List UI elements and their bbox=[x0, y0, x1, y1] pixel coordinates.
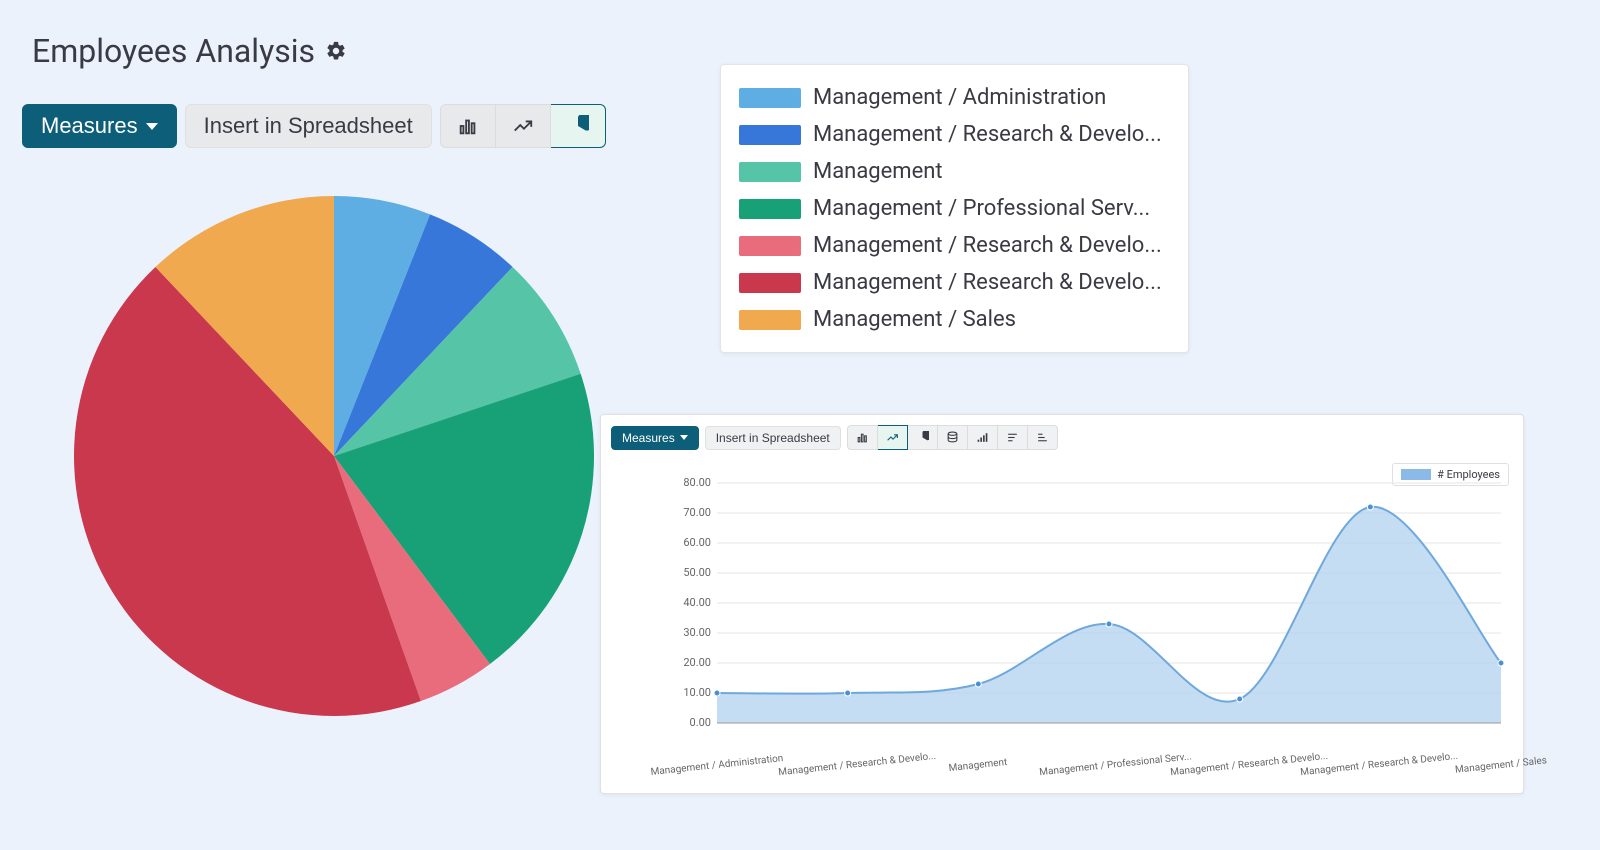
gear-icon[interactable] bbox=[325, 40, 347, 62]
sort-asc-icon bbox=[1036, 431, 1049, 444]
insert-label: Insert in Spreadsheet bbox=[204, 115, 413, 137]
view-bar-button[interactable] bbox=[440, 104, 496, 148]
measures-button[interactable]: Measures bbox=[22, 104, 177, 148]
toolbar-mini: Measures Insert in Spreadsheet bbox=[611, 425, 1058, 450]
legend-swatch bbox=[739, 162, 801, 182]
mini-insert-button[interactable]: Insert in Spreadsheet bbox=[705, 426, 841, 450]
data-point[interactable] bbox=[1367, 504, 1373, 510]
mini-line-button[interactable] bbox=[878, 425, 908, 450]
y-tick-label: 60.00 bbox=[671, 536, 711, 549]
data-point[interactable] bbox=[845, 690, 851, 696]
pie-chart-icon bbox=[916, 431, 929, 444]
database-icon bbox=[946, 431, 959, 444]
legend-label: Management / Administration bbox=[813, 85, 1106, 110]
legend-label: Management / Sales bbox=[813, 307, 1016, 332]
mini-stack-button[interactable] bbox=[938, 425, 968, 450]
legend-swatch bbox=[739, 236, 801, 256]
mini-pie-button[interactable] bbox=[908, 425, 938, 450]
legend-label: Management / Professional Serv... bbox=[813, 196, 1150, 221]
page-title: Employees Analysis bbox=[32, 32, 347, 70]
data-point[interactable] bbox=[714, 690, 720, 696]
chevron-down-icon bbox=[146, 123, 158, 130]
area-fill bbox=[717, 507, 1501, 723]
legend-swatch bbox=[739, 125, 801, 145]
y-tick-label: 10.00 bbox=[671, 686, 711, 699]
x-tick-label: Management / Administration bbox=[647, 753, 787, 779]
y-tick-label: 80.00 bbox=[671, 476, 711, 489]
data-point[interactable] bbox=[1498, 660, 1504, 666]
y-tick-label: 50.00 bbox=[671, 566, 711, 579]
legend-item[interactable]: Management / Sales bbox=[739, 301, 1162, 338]
line-chart-icon bbox=[512, 115, 534, 137]
bar-chart-icon bbox=[457, 115, 479, 137]
pie-legend: Management / Administration Management / … bbox=[720, 64, 1189, 353]
signal-icon bbox=[976, 431, 989, 444]
mini-insert-label: Insert in Spreadsheet bbox=[716, 432, 830, 444]
legend-item[interactable]: Management / Research & Develo... bbox=[739, 116, 1162, 153]
y-tick-label: 0.00 bbox=[671, 716, 711, 729]
mini-signal-button[interactable] bbox=[968, 425, 998, 450]
legend-item[interactable]: Management / Professional Serv... bbox=[739, 190, 1162, 227]
x-tick-label: Management / Professional Serv... bbox=[1039, 753, 1179, 779]
toolbar-main: Measures Insert in Spreadsheet bbox=[22, 104, 606, 148]
y-tick-label: 40.00 bbox=[671, 596, 711, 609]
measures-label: Measures bbox=[41, 115, 138, 137]
mini-sort-asc-button[interactable] bbox=[1028, 425, 1058, 450]
data-point[interactable] bbox=[1106, 621, 1112, 627]
line-chart-panel: Measures Insert in Spreadsheet bbox=[600, 414, 1524, 794]
pie-chart-icon bbox=[567, 115, 589, 137]
area-chart: 0.00 10.00 20.00 30.00 40.00 50.00 60.00 70.00 8… bbox=[671, 473, 1511, 743]
y-tick-label: 30.00 bbox=[671, 626, 711, 639]
data-point[interactable] bbox=[975, 681, 981, 687]
legend-item[interactable]: Management / Research & Develo... bbox=[739, 227, 1162, 264]
legend-swatch bbox=[739, 273, 801, 293]
mini-measures-button[interactable]: Measures bbox=[611, 426, 699, 450]
legend-swatch bbox=[739, 88, 801, 108]
legend-label: Management / Research & Develo... bbox=[813, 233, 1162, 258]
line-chart-icon bbox=[886, 431, 899, 444]
pie-chart bbox=[74, 196, 594, 720]
legend-label: Management bbox=[813, 159, 943, 184]
y-tick-label: 70.00 bbox=[671, 506, 711, 519]
mini-bar-button[interactable] bbox=[847, 425, 878, 450]
legend-label: Management / Research & Develo... bbox=[813, 122, 1162, 147]
data-point[interactable] bbox=[1237, 696, 1243, 702]
bar-chart-icon bbox=[856, 431, 869, 444]
mini-measures-label: Measures bbox=[622, 432, 675, 444]
mini-sort-desc-button[interactable] bbox=[998, 425, 1028, 450]
sort-desc-icon bbox=[1006, 431, 1019, 444]
view-line-button[interactable] bbox=[496, 104, 551, 148]
chevron-down-icon bbox=[680, 435, 688, 440]
legend-item[interactable]: Management bbox=[739, 153, 1162, 190]
insert-spreadsheet-button[interactable]: Insert in Spreadsheet bbox=[185, 104, 432, 148]
legend-item[interactable]: Management / Administration bbox=[739, 79, 1162, 116]
y-tick-label: 20.00 bbox=[671, 656, 711, 669]
page-title-text: Employees Analysis bbox=[32, 32, 315, 70]
legend-swatch bbox=[739, 199, 801, 219]
legend-item[interactable]: Management / Research & Develo... bbox=[739, 264, 1162, 301]
legend-swatch bbox=[739, 310, 801, 330]
view-pie-button[interactable] bbox=[551, 104, 606, 148]
legend-label: Management / Research & Develo... bbox=[813, 270, 1162, 295]
x-tick-label: Management / Research & Develo... bbox=[777, 753, 917, 779]
